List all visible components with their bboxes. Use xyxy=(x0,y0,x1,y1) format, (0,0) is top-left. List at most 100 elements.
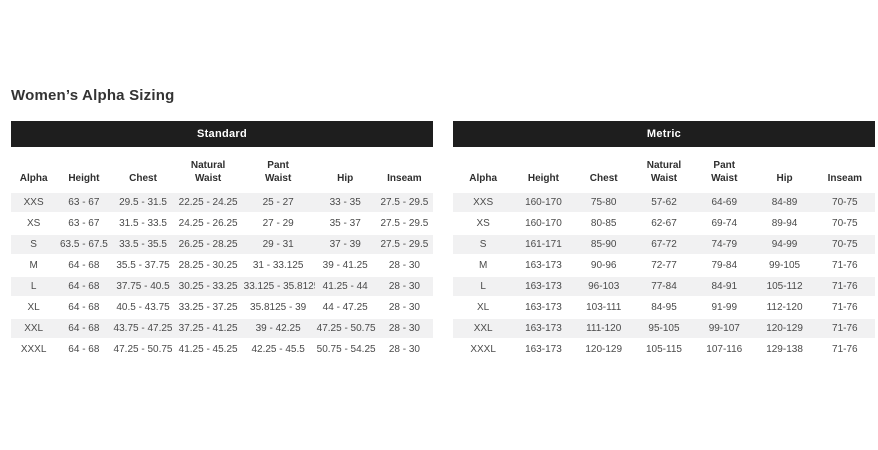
size-cell: XS xyxy=(476,217,490,229)
size-row-xxl: XXL 64 - 68 43.75 - 47.25 37.25 - 41.25 39 -… xyxy=(11,317,433,339)
size-cell: 28 - 30 xyxy=(388,259,420,271)
size-cell: 47.25 - 50.75 xyxy=(113,343,173,355)
size-cell: 33.5 - 35.5 xyxy=(119,238,167,250)
table-title-bar-metric: Metric xyxy=(453,120,875,147)
size-cell: 37.75 - 40.5 xyxy=(116,280,170,292)
column-header: Natural Waist xyxy=(190,159,226,184)
size-cell: 27.5 - 29.5 xyxy=(380,238,429,250)
column-header: Alpha xyxy=(469,172,498,184)
size-cell: L xyxy=(30,280,37,292)
size-cell: 163-173 xyxy=(525,343,562,355)
header-row: Alpha Height Chest Natural Waist Pant Waist H… xyxy=(453,147,875,193)
size-cell: XL xyxy=(27,301,40,313)
size-cell: XXS xyxy=(23,196,44,208)
size-cell: 69-74 xyxy=(711,217,738,229)
size-cell: 74-79 xyxy=(711,238,738,250)
column-header: Alpha xyxy=(19,172,48,184)
page-title: Women’s Alpha Sizing xyxy=(11,87,175,104)
size-cell: 84-95 xyxy=(651,301,677,313)
size-cell: 105-112 xyxy=(766,280,803,292)
size-row-m: M 163-173 90-96 72-77 79-84 99-105 71-76 xyxy=(453,255,875,276)
size-cell: 40.5 - 43.75 xyxy=(116,301,170,313)
size-guide-page: Women’s Alpha Sizing Standard Alpha Height… xyxy=(11,87,875,361)
size-cell: 62-67 xyxy=(651,217,677,229)
size-cell: 80-85 xyxy=(590,217,617,229)
size-cell: 33.125 - 35.8125 xyxy=(243,280,315,292)
size-row-s: S 63.5 - 67.5 33.5 - 35.5 26.25 - 28.25 29 -… xyxy=(11,233,433,255)
size-cell: 43.75 - 47.25 xyxy=(113,322,173,334)
size-cell: 44 - 47.25 xyxy=(322,301,368,313)
size-cell: 39 - 41.25 xyxy=(322,259,368,271)
size-cell: 84-91 xyxy=(711,280,738,292)
size-cell: 160-170 xyxy=(525,217,562,229)
size-cell: 95-105 xyxy=(648,322,680,334)
size-cell: 28 - 30 xyxy=(388,343,420,355)
column-header: Height xyxy=(527,172,559,184)
size-cell: 41.25 - 45.25 xyxy=(178,343,238,355)
column-header: Chest xyxy=(129,172,157,184)
size-cell: XXXL xyxy=(470,343,496,355)
size-cell: 30.25 - 33.25 xyxy=(178,280,238,292)
size-cell: 90-96 xyxy=(590,259,617,271)
size-row-l: L 163-173 96-103 77-84 84-91 105-112 71-76 xyxy=(453,275,875,297)
size-row-xxl: XXL 163-173 111-120 95-105 99-107 120-129 71-7… xyxy=(453,317,875,339)
size-row-xs: XS 63 - 67 31.5 - 33.5 24.25 - 26.25 27 - 29… xyxy=(11,213,433,234)
size-row-xl: XL 163-173 103-111 84-95 91-99 112-120 71-76 xyxy=(453,297,875,318)
size-cell: 64 - 68 xyxy=(68,301,100,313)
size-cell: 28 - 30 xyxy=(388,301,420,313)
size-cell: XS xyxy=(26,217,41,229)
size-cell: 42.25 - 45.5 xyxy=(251,343,305,355)
size-row-xxxl: XXXL 64 - 68 47.25 - 50.75 41.25 - 45.25 42.… xyxy=(11,339,433,360)
size-cell: 75-80 xyxy=(590,196,617,208)
size-cell: 99-105 xyxy=(768,259,801,271)
size-row-xxs: XXS 160-170 75-80 57-62 64-69 84-89 70-75 xyxy=(453,192,875,213)
size-cell: 27 - 29 xyxy=(262,217,294,229)
table-title-bar-standard: Standard xyxy=(11,120,433,147)
size-cell: XXXL xyxy=(20,343,47,355)
size-cell: 25 - 27 xyxy=(262,196,294,208)
size-cell: 63 - 67 xyxy=(68,217,100,229)
size-cell: 63 - 67 xyxy=(68,196,100,208)
size-cell: 47.25 - 50.75 xyxy=(316,322,376,334)
size-cell: 28 - 30 xyxy=(388,322,420,334)
size-cell: 84-89 xyxy=(771,196,798,208)
column-header: Pant Waist xyxy=(264,159,292,184)
column-header: Height xyxy=(68,172,100,184)
column-header: Natural Waist xyxy=(646,159,682,184)
size-table-metric: Metric Alpha Height Chest Natural Waist Pant … xyxy=(453,120,875,361)
size-cell: 64 - 68 xyxy=(68,343,100,355)
size-cell: 64 - 68 xyxy=(68,322,100,334)
size-cell: 71-76 xyxy=(832,280,858,292)
size-table-grid-metric: Alpha Height Chest Natural Waist Pant Waist H… xyxy=(453,147,875,361)
size-cell: S xyxy=(30,238,37,250)
size-cell: S xyxy=(479,238,487,250)
size-cell: 94-99 xyxy=(771,238,798,250)
size-tables-container: Standard Alpha Height Chest Natural Waist Pan… xyxy=(11,120,875,361)
size-cell: 37 - 39 xyxy=(329,238,361,250)
size-row-l: L 64 - 68 37.75 - 40.5 30.25 - 33.25 33.125 … xyxy=(11,275,433,297)
size-cell: 26.25 - 28.25 xyxy=(178,238,238,250)
size-row-xxxl: XXXL 163-173 120-129 105-115 107-116 129-138 7… xyxy=(453,339,875,360)
size-cell: M xyxy=(478,259,488,271)
size-row-m: M 64 - 68 35.5 - 37.75 28.25 - 30.25 31 - 33… xyxy=(11,255,433,276)
size-cell: XXS xyxy=(473,196,494,208)
size-cell: 67-72 xyxy=(651,238,677,250)
column-header: Chest xyxy=(589,172,618,184)
column-header: Inseam xyxy=(827,172,863,184)
size-cell: 63.5 - 67.5 xyxy=(59,238,108,250)
size-cell: 96-103 xyxy=(588,280,620,292)
size-cell: 129-138 xyxy=(766,343,803,355)
column-header: Inseam xyxy=(387,172,422,184)
size-cell: 33.25 - 37.25 xyxy=(178,301,238,313)
size-cell: 37.25 - 41.25 xyxy=(178,322,238,334)
size-row-xs: XS 160-170 80-85 62-67 69-74 89-94 70-75 xyxy=(453,213,875,234)
size-cell: L xyxy=(480,280,486,292)
size-row-xxs: XXS 63 - 67 29.5 - 31.5 22.25 - 24.25 25 - 2… xyxy=(11,192,433,213)
size-cell: 107-116 xyxy=(706,343,743,355)
size-cell: 163-173 xyxy=(525,280,562,292)
size-cell: 163-173 xyxy=(525,259,562,271)
size-cell: 28 - 30 xyxy=(388,280,420,292)
size-cell: 31.5 - 33.5 xyxy=(119,217,167,229)
size-table-standard: Standard Alpha Height Chest Natural Waist Pan… xyxy=(11,120,433,361)
size-cell: 160-170 xyxy=(525,196,562,208)
